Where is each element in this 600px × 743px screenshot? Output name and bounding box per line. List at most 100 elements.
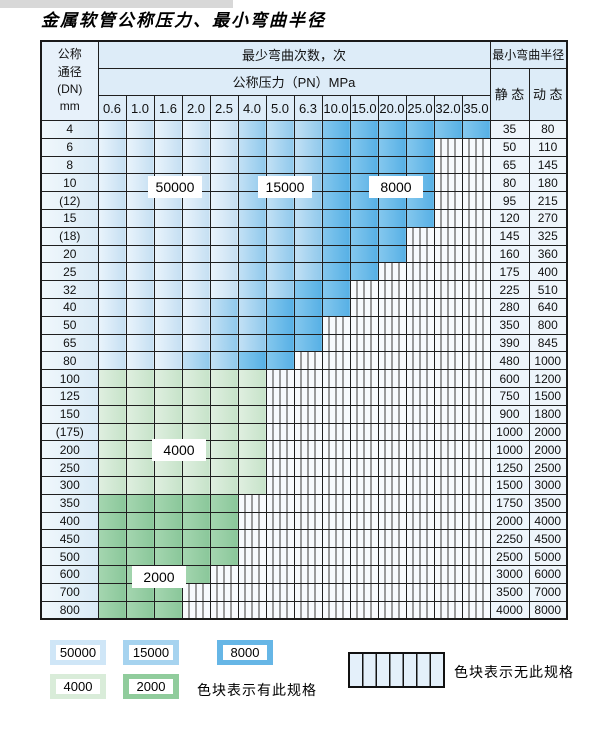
pressure-col-header: 2.0 xyxy=(181,95,211,121)
no-spec-cell xyxy=(321,351,351,371)
spec-cell-8000 xyxy=(321,262,351,282)
no-spec-cell xyxy=(461,422,491,442)
dn-cell: 300 xyxy=(40,475,99,495)
table-row: 25 175 400 xyxy=(40,262,568,282)
spec-cell-4000 xyxy=(153,458,183,477)
spec-cell-50000 xyxy=(97,262,127,282)
no-spec-cell xyxy=(433,173,463,193)
no-spec-cell xyxy=(461,315,491,335)
no-spec-cell xyxy=(377,600,407,620)
dynamic-radius-cell: 5000 xyxy=(528,547,568,566)
spec-cell-50000 xyxy=(181,226,211,246)
legend-has-spec-text: 色块表示有此规格 xyxy=(197,682,317,698)
no-spec-cell xyxy=(321,369,351,388)
spec-cell-4000 xyxy=(181,458,211,477)
no-spec-cell xyxy=(265,600,295,620)
pressure-col-header: 32.0 xyxy=(433,95,463,121)
spec-cell-2000 xyxy=(209,529,239,549)
no-spec-cell xyxy=(377,262,407,282)
no-spec-cell xyxy=(237,600,267,620)
spec-cell-50000 xyxy=(125,333,155,353)
table-row: 500 2500 5000 xyxy=(40,547,568,566)
static-radius-cell: 390 xyxy=(489,333,530,353)
no-spec-cell xyxy=(349,600,379,620)
spec-cell-2000 xyxy=(181,547,211,566)
spec-cell-50000 xyxy=(153,315,183,335)
dn-cell: 32 xyxy=(40,280,99,299)
static-radius-cell: 120 xyxy=(489,208,530,228)
table-row: 400 2000 4000 xyxy=(40,511,568,531)
no-spec-cell xyxy=(181,600,211,620)
no-spec-cell xyxy=(321,600,351,620)
spec-cell-8000 xyxy=(265,333,295,353)
dynamic-radius-cell: 2000 xyxy=(528,440,568,460)
spec-cell-50000 xyxy=(153,333,183,353)
static-radius-cell: 1250 xyxy=(489,458,530,477)
legend-swatch-label: 4000 xyxy=(56,679,100,694)
spec-cell-2000 xyxy=(181,564,211,584)
static-radius-cell: 175 xyxy=(489,262,530,282)
dynamic-radius-cell: 215 xyxy=(528,191,568,210)
dynamic-radius-cell: 325 xyxy=(528,226,568,246)
no-spec-cell xyxy=(433,280,463,299)
spec-cell-2000 xyxy=(97,529,127,549)
no-spec-cell xyxy=(349,564,379,584)
table-row: 350 1750 3500 xyxy=(40,493,568,513)
dynamic-radius-cell: 110 xyxy=(528,137,568,157)
static-radius-cell: 2000 xyxy=(489,511,530,531)
dynamic-radius-cell: 1200 xyxy=(528,369,568,388)
table-row: 40 280 640 xyxy=(40,297,568,317)
legend-swatch-8000: 8000 xyxy=(217,640,273,665)
spec-cell-50000 xyxy=(97,191,127,210)
dn-cell: (18) xyxy=(40,226,99,246)
static-radius-cell: 900 xyxy=(489,404,530,424)
spec-cell-8000 xyxy=(237,351,267,371)
spec-cell-8000 xyxy=(265,297,295,317)
no-spec-cell xyxy=(321,564,351,584)
no-spec-cell xyxy=(377,547,407,566)
spec-cell-50000 xyxy=(209,137,239,157)
no-spec-cell xyxy=(293,458,323,477)
static-radius-cell: 3500 xyxy=(489,582,530,602)
dynamic-radius-cell: 1800 xyxy=(528,404,568,424)
no-spec-cell xyxy=(433,547,463,566)
spec-cell-4000 xyxy=(153,369,183,388)
table-row: 700 3500 7000 xyxy=(40,582,568,602)
no-spec-cell xyxy=(265,493,295,513)
no-spec-cell xyxy=(349,297,379,317)
no-spec-cell xyxy=(293,351,323,371)
spec-cell-50000 xyxy=(97,297,127,317)
spec-cell-4000 xyxy=(181,404,211,424)
no-spec-cell xyxy=(349,422,379,442)
spec-cell-4000 xyxy=(181,369,211,388)
no-spec-cell xyxy=(461,155,491,175)
dynamic-radius-cell: 4000 xyxy=(528,511,568,531)
no-spec-cell xyxy=(377,404,407,424)
table-row: 32 225 510 xyxy=(40,280,568,299)
dynamic-radius-cell: 6000 xyxy=(528,564,568,584)
spec-cell-50000 xyxy=(209,280,239,299)
spec-cell-2000 xyxy=(153,529,183,549)
dynamic-radius-cell: 7000 xyxy=(528,582,568,602)
no-spec-cell xyxy=(433,369,463,388)
dn-cell: 700 xyxy=(40,582,99,602)
dynamic-radius-cell: 145 xyxy=(528,155,568,175)
table-row: 300 1500 3000 xyxy=(40,475,568,495)
spec-cell-15000 xyxy=(209,315,239,335)
no-spec-cell xyxy=(293,422,323,442)
no-spec-cell xyxy=(433,333,463,353)
dn-cell: 40 xyxy=(40,297,99,317)
spec-cell-50000 xyxy=(125,244,155,264)
spec-cell-50000 xyxy=(125,315,155,335)
no-spec-cell xyxy=(461,191,491,210)
spec-cell-50000 xyxy=(125,262,155,282)
no-spec-cell xyxy=(461,582,491,602)
no-spec-cell xyxy=(377,511,407,531)
spec-cell-4000 xyxy=(97,422,127,442)
spec-cell-50000 xyxy=(153,297,183,317)
dynamic-radius-cell: 2500 xyxy=(528,458,568,477)
no-spec-cell xyxy=(405,493,435,513)
no-spec-cell xyxy=(265,440,295,460)
no-spec-cell xyxy=(461,226,491,246)
legend-no-spec-text: 色块表示无此规格 xyxy=(454,664,574,680)
